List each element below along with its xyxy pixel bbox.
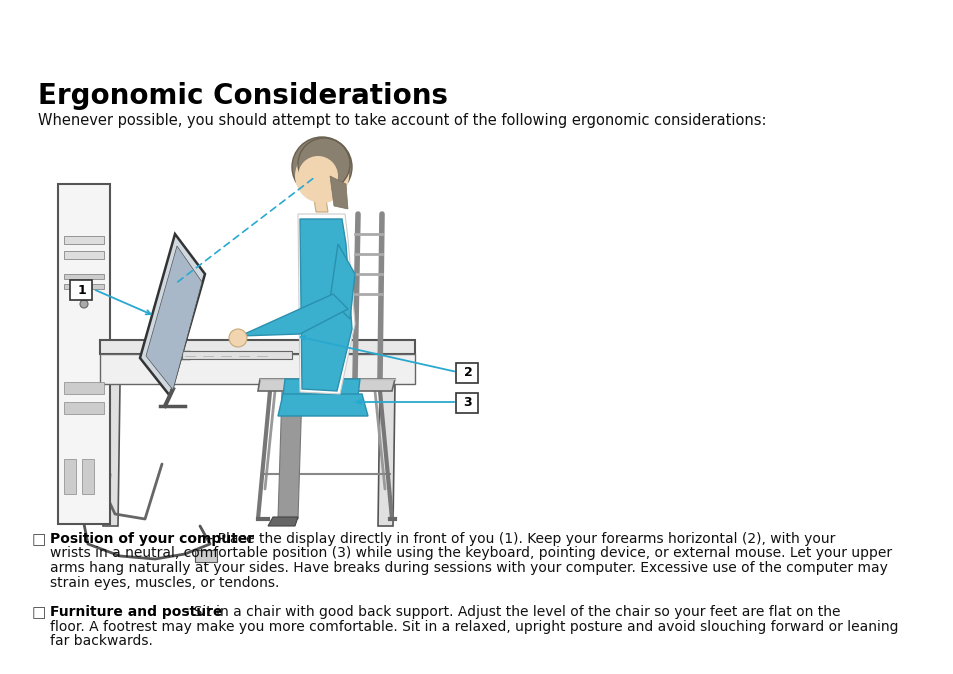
- Circle shape: [80, 300, 88, 308]
- FancyBboxPatch shape: [456, 393, 477, 413]
- Text: – Place the display directly in front of you (1). Keep your forearms horizontal : – Place the display directly in front of…: [202, 532, 835, 546]
- Bar: [64, 459, 76, 494]
- Text: 1: 1: [77, 284, 87, 297]
- Polygon shape: [140, 234, 205, 396]
- Bar: [152, 351, 190, 359]
- Text: Whenever possible, you should attempt to take account of the following ergonomic: Whenever possible, you should attempt to…: [38, 113, 765, 128]
- Polygon shape: [277, 391, 302, 519]
- Circle shape: [297, 138, 350, 190]
- Text: VAIO: VAIO: [18, 16, 100, 44]
- Polygon shape: [299, 219, 352, 391]
- Bar: [100, 340, 415, 354]
- Text: Ergonomic Considerations: Ergonomic Considerations: [38, 82, 448, 110]
- FancyBboxPatch shape: [70, 280, 91, 300]
- FancyBboxPatch shape: [456, 363, 477, 383]
- Text: ◄ 11 ►: ◄ 11 ►: [897, 14, 935, 24]
- Text: 3: 3: [463, 396, 472, 410]
- Bar: [82, 459, 94, 494]
- Bar: [182, 351, 292, 359]
- Circle shape: [229, 329, 247, 347]
- Bar: [64, 402, 104, 414]
- Polygon shape: [257, 379, 395, 391]
- Text: far backwards.: far backwards.: [50, 634, 152, 648]
- Polygon shape: [146, 246, 202, 390]
- Polygon shape: [103, 384, 120, 526]
- Polygon shape: [305, 176, 338, 199]
- Bar: [194, 550, 216, 562]
- Bar: [64, 236, 104, 244]
- Circle shape: [292, 137, 352, 197]
- Polygon shape: [277, 394, 368, 416]
- Text: arms hang naturally at your sides. Have breaks during sessions with your compute: arms hang naturally at your sides. Have …: [50, 561, 887, 575]
- Text: 2: 2: [463, 367, 472, 379]
- Text: □: □: [32, 605, 47, 620]
- Circle shape: [294, 149, 349, 203]
- Bar: [64, 251, 104, 259]
- Bar: [64, 274, 104, 279]
- Text: strain eyes, muscles, or tendons.: strain eyes, muscles, or tendons.: [50, 576, 279, 590]
- Polygon shape: [377, 384, 395, 526]
- Text: □: □: [32, 532, 47, 547]
- Text: wrists in a neutral, comfortable position (3) while using the keyboard, pointing: wrists in a neutral, comfortable positio…: [50, 547, 891, 561]
- Polygon shape: [240, 294, 348, 336]
- Bar: [64, 284, 104, 289]
- Polygon shape: [330, 244, 355, 319]
- Text: floor. A footrest may make you more comfortable. Sit in a relaxed, upright postu: floor. A footrest may make you more comf…: [50, 620, 898, 634]
- Polygon shape: [314, 199, 328, 212]
- Text: Furniture and posture: Furniture and posture: [50, 605, 222, 619]
- Polygon shape: [297, 214, 355, 394]
- Polygon shape: [283, 379, 359, 396]
- Polygon shape: [268, 517, 297, 526]
- Text: Before Use: Before Use: [869, 38, 938, 49]
- Bar: [58, 184, 110, 524]
- Bar: [100, 354, 415, 384]
- Circle shape: [297, 156, 337, 196]
- Polygon shape: [330, 176, 348, 209]
- Bar: [64, 382, 104, 394]
- Text: Position of your computer: Position of your computer: [50, 532, 253, 546]
- Text: – Sit in a chair with good back support. Adjust the level of the chair so your f: – Sit in a chair with good back support.…: [178, 605, 840, 619]
